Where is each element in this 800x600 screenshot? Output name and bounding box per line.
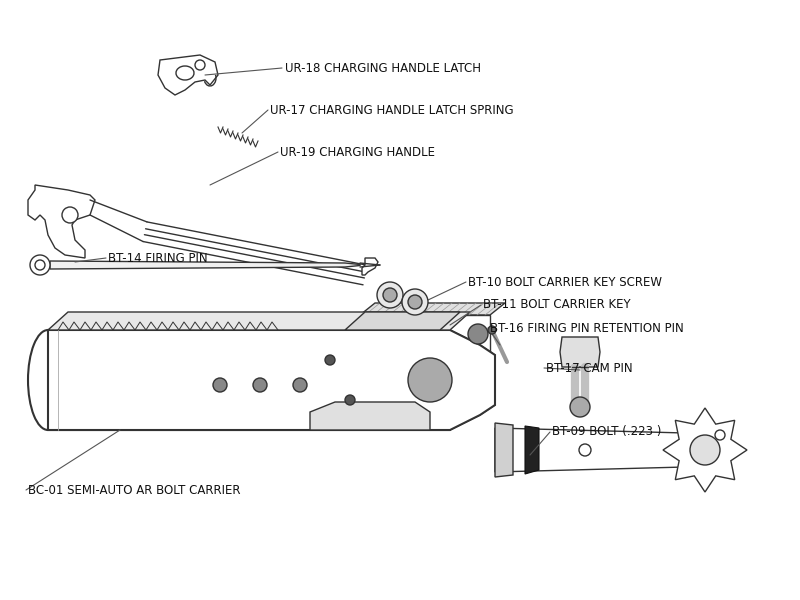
Polygon shape: [310, 402, 430, 430]
Polygon shape: [495, 423, 513, 477]
Polygon shape: [525, 426, 539, 474]
Circle shape: [570, 397, 590, 417]
Polygon shape: [495, 428, 685, 472]
Text: BT-10 BOLT CARRIER KEY SCREW: BT-10 BOLT CARRIER KEY SCREW: [468, 275, 662, 289]
Polygon shape: [28, 185, 95, 258]
Circle shape: [195, 60, 205, 70]
Polygon shape: [663, 408, 747, 492]
Circle shape: [35, 260, 45, 270]
Circle shape: [408, 358, 452, 402]
Text: BT-14 FIRING PIN: BT-14 FIRING PIN: [108, 251, 208, 265]
Polygon shape: [360, 315, 490, 353]
Text: BT-16 FIRING PIN RETENTION PIN: BT-16 FIRING PIN RETENTION PIN: [490, 322, 684, 335]
Circle shape: [345, 395, 355, 405]
Circle shape: [579, 444, 591, 456]
Circle shape: [715, 430, 725, 440]
Polygon shape: [360, 303, 505, 315]
Text: BT-11 BOLT CARRIER KEY: BT-11 BOLT CARRIER KEY: [483, 298, 630, 311]
Circle shape: [383, 288, 397, 302]
Polygon shape: [450, 330, 495, 430]
Circle shape: [408, 295, 422, 309]
Circle shape: [30, 255, 50, 275]
Polygon shape: [48, 312, 470, 330]
Circle shape: [468, 324, 488, 344]
Text: UR-17 CHARGING HANDLE LATCH SPRING: UR-17 CHARGING HANDLE LATCH SPRING: [270, 103, 514, 116]
Circle shape: [325, 355, 335, 365]
Polygon shape: [48, 330, 495, 430]
Circle shape: [213, 378, 227, 392]
Polygon shape: [50, 261, 360, 269]
Circle shape: [488, 326, 496, 334]
Text: UR-19 CHARGING HANDLE: UR-19 CHARGING HANDLE: [280, 145, 435, 158]
Circle shape: [62, 207, 78, 223]
Text: BT-09 BOLT (.223 ): BT-09 BOLT (.223 ): [552, 425, 662, 439]
Circle shape: [253, 378, 267, 392]
Polygon shape: [158, 55, 218, 95]
Circle shape: [293, 378, 307, 392]
Text: BT-17 CAM PIN: BT-17 CAM PIN: [546, 361, 633, 374]
Text: UR-18 CHARGING HANDLE LATCH: UR-18 CHARGING HANDLE LATCH: [285, 61, 481, 74]
Circle shape: [402, 289, 428, 315]
Text: BC-01 SEMI-AUTO AR BOLT CARRIER: BC-01 SEMI-AUTO AR BOLT CARRIER: [28, 484, 241, 497]
Circle shape: [377, 282, 403, 308]
Polygon shape: [560, 337, 600, 367]
Polygon shape: [345, 312, 460, 330]
Circle shape: [690, 435, 720, 465]
Polygon shape: [362, 258, 378, 275]
